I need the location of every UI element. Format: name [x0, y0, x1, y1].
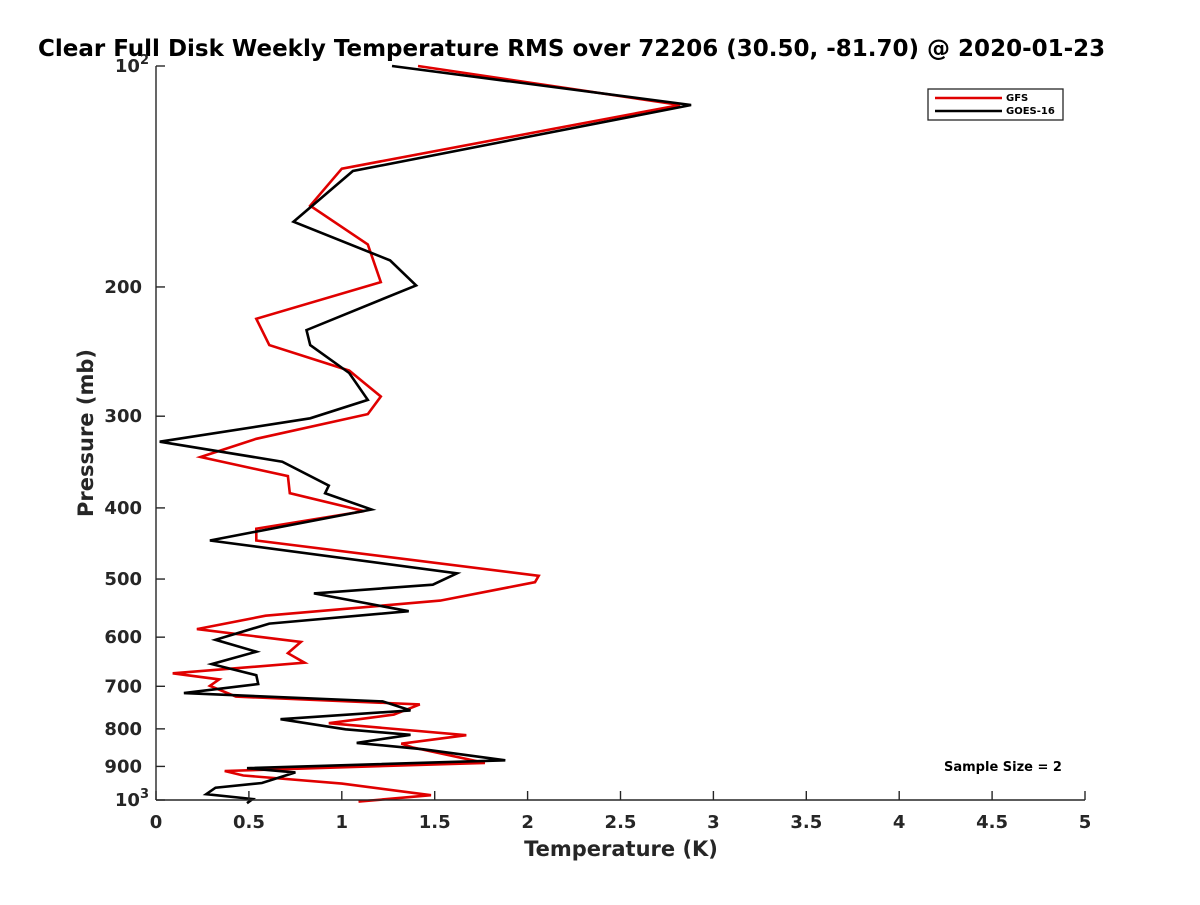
series-line-gfs [172, 64, 681, 803]
legend: GFS GOES-16 [927, 88, 1064, 121]
plot-area [159, 64, 692, 805]
x-tick-label: 0.5 [233, 812, 265, 833]
y-tick-label: 102 [115, 53, 149, 77]
x-tick-label: 1 [336, 812, 349, 833]
y-tick-label: 600 [104, 627, 142, 648]
y-axis-label: Pressure (mb) [74, 349, 98, 517]
y-tick-label: 103 [115, 787, 149, 811]
y-tick-label: 400 [104, 498, 142, 519]
chart-title: Clear Full Disk Weekly Temperature RMS o… [38, 36, 1105, 62]
x-axis-ticks: 0 0.5 1 1.5 2 2.5 3 3.5 4 4.5 5 [150, 791, 1092, 833]
legend-label-gfs: GFS [1006, 93, 1028, 104]
sample-size-annotation: Sample Size = 2 [944, 760, 1062, 775]
x-tick-label: 2 [521, 812, 534, 833]
x-tick-label: 2.5 [605, 812, 637, 833]
x-tick-label: 3 [707, 812, 720, 833]
y-axis-ticks: 102 200 300 400 500 600 700 800 900 103 [104, 53, 165, 811]
series-line-goes16 [159, 64, 692, 805]
series-layer [159, 64, 692, 805]
axes-layer [155, 66, 1085, 801]
y-tick-label: 800 [104, 719, 142, 740]
y-tick-label: 900 [104, 756, 142, 777]
y-tick-label: 200 [104, 277, 142, 298]
y-tick-label: 500 [104, 569, 142, 590]
x-tick-label: 1.5 [419, 812, 451, 833]
y-tick-label: 300 [104, 406, 142, 427]
x-tick-label: 4 [893, 812, 906, 833]
y-tick-label: 700 [104, 676, 142, 697]
x-tick-label: 4.5 [976, 812, 1008, 833]
x-axis-label: Temperature (K) [524, 837, 718, 861]
x-tick-label: 5 [1079, 812, 1092, 833]
legend-box [927, 88, 1064, 121]
x-tick-label: 3.5 [790, 812, 822, 833]
legend-label-goes16: GOES-16 [1006, 106, 1055, 117]
x-tick-label: 0 [150, 812, 163, 833]
